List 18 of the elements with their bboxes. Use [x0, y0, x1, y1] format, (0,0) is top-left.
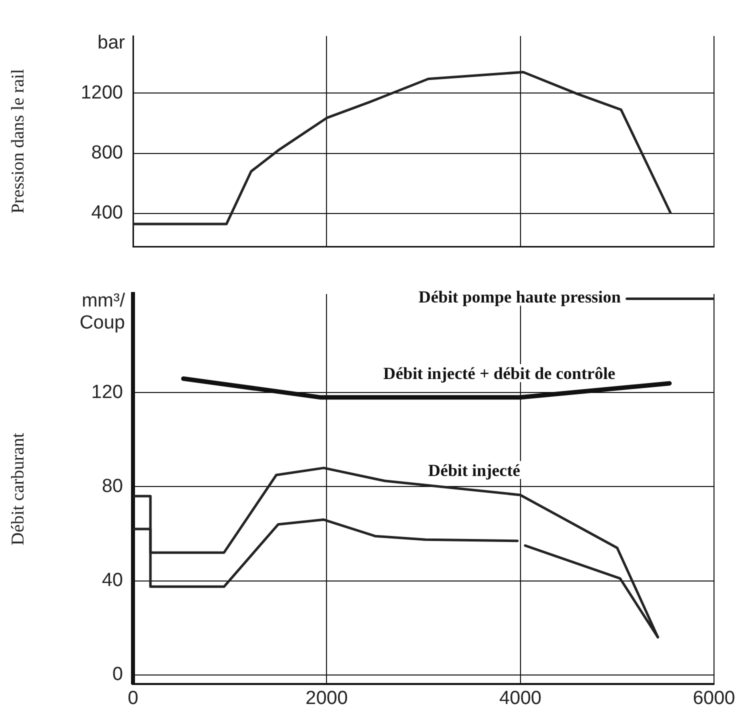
x-tick-label: 2000 [306, 688, 348, 709]
y-tick-label: 400 [91, 202, 123, 224]
x-tick-label: 4000 [499, 688, 542, 709]
x-tick-label: 6000 [692, 688, 736, 709]
y-tick-label: 120 [91, 382, 123, 403]
y-tick-label: 40 [102, 570, 123, 592]
series-label: Débit injecté [428, 460, 521, 480]
y-tick-label: 800 [91, 142, 123, 164]
x-tick-label: 0 [128, 688, 138, 709]
series-label: Débit pompe haute pression [418, 288, 622, 307]
y-axis-title: Débit carburant [8, 432, 28, 546]
series-label: Débit injecté + débit de contrôle [383, 364, 616, 383]
y-tick-label: 0 [112, 664, 123, 686]
y-tick-label: 80 [102, 476, 123, 497]
text: bar [98, 32, 126, 54]
y-axis-title: Pression dans le rail [8, 69, 28, 214]
y-tick-label: 1200 [80, 82, 123, 104]
text: mm³/ Coup [80, 290, 126, 334]
